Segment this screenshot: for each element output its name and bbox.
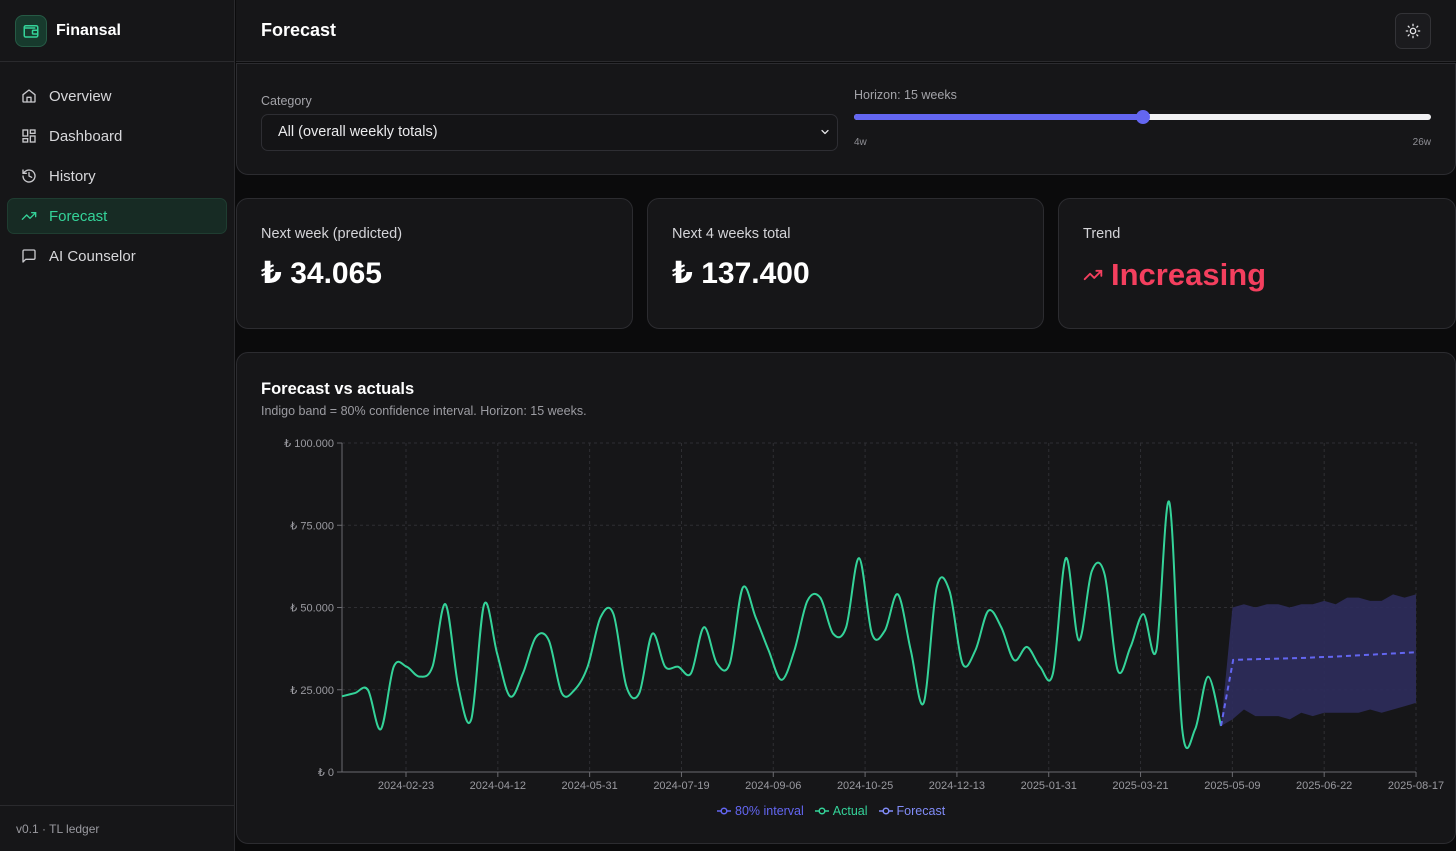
- category-select[interactable]: All (overall weekly totals): [261, 114, 838, 151]
- message-icon: [22, 249, 36, 263]
- legend-label: Forecast: [896, 804, 946, 818]
- trend-card: Trend Increasing: [1058, 198, 1456, 329]
- trend-icon: [21, 212, 37, 220]
- x-tick-label: 2024-10-25: [837, 780, 893, 792]
- sidebar-item-forecast[interactable]: Forecast: [7, 198, 227, 234]
- trend-up-icon: [1083, 269, 1103, 281]
- legend-item-actual[interactable]: Actual: [814, 804, 868, 818]
- next-week-card: Next week (predicted) ₺ 34.065: [236, 198, 633, 329]
- horizon-slider[interactable]: [854, 110, 1431, 124]
- legend-item-forecast[interactable]: Forecast: [878, 804, 946, 818]
- x-tick-label: 2025-06-22: [1296, 780, 1352, 792]
- horizon-slider-fill: [854, 114, 1143, 120]
- trend-label: Trend: [1083, 226, 1121, 242]
- brand[interactable]: Finansal: [0, 0, 234, 62]
- chart-subtitle: Indigo band = 80% confidence interval. H…: [261, 404, 587, 418]
- forecast-line: [1220, 651, 1417, 727]
- horizon-slider-thumb[interactable]: [1135, 110, 1150, 124]
- y-tick-label: ₺ 0: [318, 767, 334, 779]
- sidebar-item-label: Overview: [49, 87, 112, 105]
- sidebar-item-label: History: [49, 167, 96, 185]
- category-label: Category: [261, 94, 312, 108]
- x-tick-label: 2025-05-09: [1204, 780, 1260, 792]
- x-tick-label: 2024-07-19: [653, 780, 709, 792]
- chart-title: Forecast vs actuals: [261, 380, 415, 398]
- grid-icon: [22, 129, 36, 143]
- sidebar-item-label: Forecast: [49, 207, 108, 225]
- history-icon: [22, 169, 36, 183]
- x-tick-label: 2024-05-31: [561, 780, 617, 792]
- legend-interval-icon: [717, 807, 731, 815]
- x-tick-label: 2024-04-12: [470, 780, 526, 792]
- version-footer: v0.1 · TL ledger: [0, 805, 235, 851]
- page-title: Forecast: [261, 20, 337, 40]
- next-4-weeks-label: Next 4 weeks total: [672, 226, 791, 242]
- y-tick-label: ₺ 100.000: [284, 438, 334, 450]
- sidebar-nav: Overview Dashboard History Forecast AI C…: [0, 62, 234, 274]
- legend-label: 80% interval: [735, 804, 804, 818]
- legend-label: Actual: [832, 804, 868, 818]
- legend-forecast-icon: [878, 807, 893, 815]
- x-tick-label: 2025-08-17: [1388, 780, 1444, 792]
- chevron-down-icon: [821, 129, 829, 135]
- x-tick-label: 2024-02-23: [378, 780, 434, 792]
- next-week-value: ₺ 34.065: [261, 257, 382, 290]
- x-tick-label: 2025-03-21: [1112, 780, 1168, 792]
- horizon-min-label: 4w: [854, 137, 867, 148]
- horizon-label: Horizon: 15 weeks: [854, 88, 957, 102]
- legend-actual-icon: [814, 807, 829, 815]
- x-tick-label: 2024-09-06: [745, 780, 801, 792]
- chart-legend: 80% interval Actual Forecast: [717, 804, 956, 818]
- confidence-band: [1221, 594, 1416, 726]
- theme-toggle-button[interactable]: [1395, 13, 1431, 49]
- trend-value: Increasing: [1111, 257, 1267, 292]
- y-tick-label: ₺ 50.000: [290, 603, 334, 615]
- sidebar-item-ai-counselor[interactable]: AI Counselor: [7, 238, 227, 274]
- forecast-chart: ₺ 0 ₺ 25.000 ₺ 50.000 ₺ 75.000 ₺ 100.000 2024…: [284, 438, 1444, 792]
- actual-line: [341, 500, 1222, 749]
- app-name: Finansal: [56, 21, 121, 39]
- home-icon: [22, 89, 36, 103]
- sidebar-item-overview[interactable]: Overview: [7, 78, 227, 114]
- y-tick-label: ₺ 75.000: [290, 520, 334, 532]
- forecast-controls: Category All (overall weekly totals) Hor…: [236, 63, 1456, 175]
- sidebar-item-label: Dashboard: [49, 127, 123, 145]
- next-week-label: Next week (predicted): [261, 226, 403, 242]
- sidebar-item-dashboard[interactable]: Dashboard: [7, 118, 227, 154]
- sidebar-item-history[interactable]: History: [7, 158, 227, 194]
- forecast-chart-card: Forecast vs actuals Indigo band = 80% co…: [236, 352, 1456, 844]
- category-value: All (overall weekly totals): [278, 124, 438, 140]
- sidebar: Finansal Overview Dashboard History Fore…: [0, 0, 235, 851]
- horizon-max-label: 26w: [1412, 137, 1431, 148]
- next-4-weeks-value: ₺ 137.400: [672, 257, 810, 290]
- top-header: Forecast: [236, 0, 1456, 62]
- sun-icon: [1405, 23, 1421, 39]
- x-tick-label: 2025-01-31: [1021, 780, 1077, 792]
- sidebar-item-label: AI Counselor: [49, 247, 136, 265]
- y-tick-label: ₺ 25.000: [290, 685, 334, 697]
- wallet-icon: [15, 14, 47, 47]
- next-4-weeks-card: Next 4 weeks total ₺ 137.400: [647, 198, 1044, 329]
- x-tick-label: 2024-12-13: [929, 780, 985, 792]
- legend-item-interval[interactable]: 80% interval: [717, 804, 804, 818]
